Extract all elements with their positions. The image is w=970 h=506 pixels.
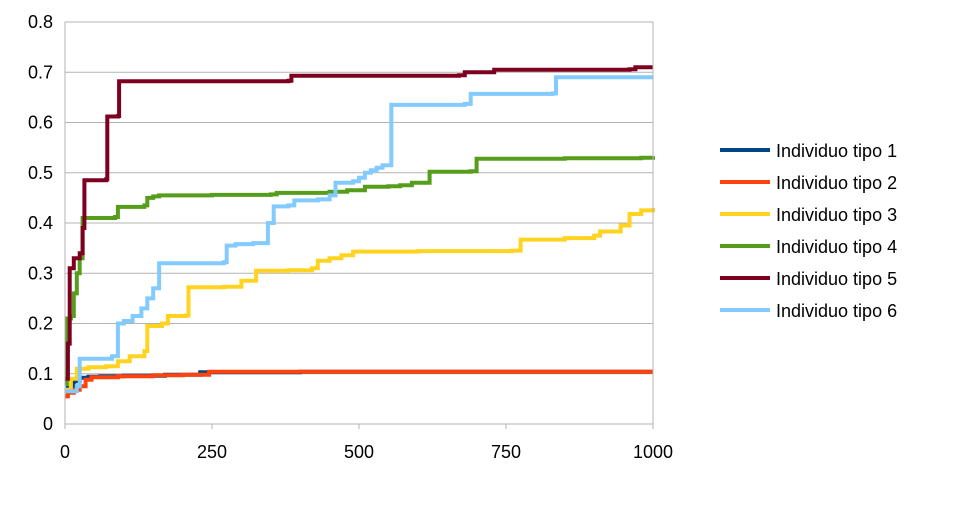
series-line-4	[64, 155, 655, 386]
y-tick-label: 0.7	[28, 62, 53, 82]
legend-label-3: Individuo tipo 3	[776, 205, 897, 225]
y-tick-label: 0.5	[28, 163, 53, 183]
y-tick-label: 0	[43, 414, 53, 434]
legend: Individuo tipo 1 Individuo tipo 2 Individu…	[720, 141, 897, 321]
y-axis-tick-labels: 0 0.1 0.2 0.3 0.4 0.5 0.6 0.7 0.8	[28, 12, 53, 434]
legend-label-1: Individuo tipo 1	[776, 141, 897, 161]
x-tick-label: 1000	[633, 442, 673, 462]
legend-label-6: Individuo tipo 6	[776, 301, 897, 321]
series-lines	[64, 65, 655, 399]
y-tick-label: 0.2	[28, 314, 53, 334]
legend-label-2: Individuo tipo 2	[776, 173, 897, 193]
y-tick-label: 0.4	[28, 213, 53, 233]
plot-area-frame	[64, 21, 654, 425]
series-line-2	[65, 369, 653, 399]
x-tick-label: 0	[60, 442, 70, 462]
series-line-5	[65, 65, 653, 381]
x-tick-label: 250	[197, 442, 227, 462]
y-tick-label: 0.1	[28, 364, 53, 384]
x-tick-label: 500	[344, 442, 374, 462]
legend-label-5: Individuo tipo 5	[776, 269, 897, 289]
y-tick-label: 0.3	[28, 263, 53, 283]
series-line-3	[65, 207, 655, 392]
y-tick-label: 0.6	[28, 113, 53, 133]
x-tick-label: 750	[491, 442, 521, 462]
series-line-6	[65, 75, 653, 394]
x-axis-tick-labels: 0 250 500 750 1000	[60, 442, 673, 462]
legend-label-4: Individuo tipo 4	[776, 237, 897, 257]
y-tick-label: 0.8	[28, 12, 53, 32]
